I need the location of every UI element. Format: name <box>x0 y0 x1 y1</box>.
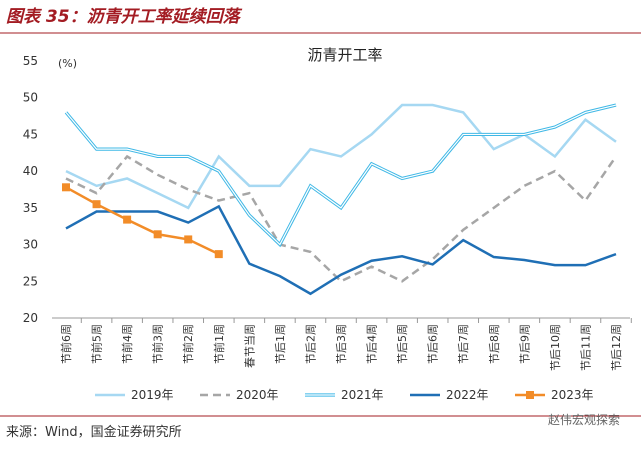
legend-marker <box>526 391 534 399</box>
x-tick-label: 节前5周 <box>90 324 104 364</box>
source: 来源：Wind，国金证券研究所 <box>6 424 182 440</box>
x-tick-label: 节后2周 <box>304 324 317 364</box>
y-tick-label: 25 <box>23 274 38 288</box>
series-marker <box>62 183 70 192</box>
x-tick-label: 节后5周 <box>396 324 409 364</box>
series-marker <box>184 235 193 244</box>
header: 图表 35：沥青开工率延续回落 <box>6 7 243 27</box>
x-tick-label: 节后7周 <box>457 324 470 364</box>
series-line <box>64 103 617 248</box>
x-tick-label: 节后6周 <box>427 324 440 364</box>
series-marker <box>123 215 132 224</box>
legend-label: 2021年 <box>341 388 384 402</box>
y-tick-label: 35 <box>23 201 38 215</box>
x-tick-label: 节后3周 <box>335 324 348 364</box>
legend-label: 2019年 <box>131 388 174 402</box>
y-tick-label: 55 <box>23 54 38 68</box>
x-tick-label: 节前3周 <box>151 324 165 364</box>
x-tick-label: 节后1周 <box>274 324 287 364</box>
x-tick-label: 节后11周 <box>579 324 592 371</box>
x-tick-label: 节前2周 <box>181 324 195 364</box>
x-tick-label: 节前4周 <box>120 324 134 364</box>
x-tick-label: 节后9周 <box>518 324 531 364</box>
y-tick-label: 50 <box>23 91 38 105</box>
series-line <box>65 186 220 256</box>
y-tick-label: 20 <box>23 311 38 325</box>
series-marker <box>92 200 101 209</box>
y-axis-label: (%) <box>58 57 77 70</box>
y-tick-label: 30 <box>23 238 38 252</box>
y-tick-label: 45 <box>23 127 38 141</box>
legend-label: 2020年 <box>236 388 279 402</box>
x-tick-label: 节前6周 <box>59 324 73 364</box>
series-line <box>65 154 618 283</box>
series-marker <box>153 230 162 239</box>
legend-label: 2022年 <box>446 388 489 402</box>
x-tick-label: 节后4周 <box>366 324 379 364</box>
x-tick-label: 节后8周 <box>488 324 501 364</box>
y-tick-label: 40 <box>23 164 38 178</box>
chart-title: 沥青开工率 <box>307 46 382 64</box>
series-marker <box>214 250 223 259</box>
series-line-inner <box>65 104 617 246</box>
legend-label: 2023年 <box>551 388 594 402</box>
watermark: 赵伟宏观探索 <box>548 412 620 427</box>
x-tick-label: 节前1周 <box>212 324 226 364</box>
x-tick-label: 节后12周 <box>610 324 623 371</box>
x-tick-label: 春节当周 <box>242 324 256 368</box>
series-line <box>65 103 617 210</box>
series-line <box>65 204 617 296</box>
x-tick-label: 节后10周 <box>549 324 562 371</box>
